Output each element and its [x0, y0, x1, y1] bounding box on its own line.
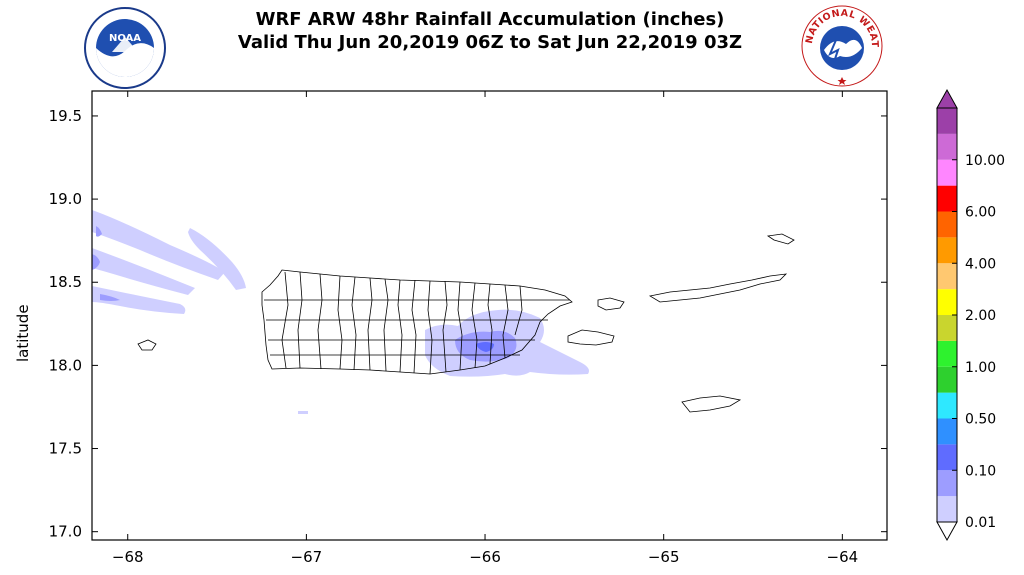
colorbar-label: 1.00	[965, 360, 996, 376]
axis-ticks: −68 −67 −66 −65 −64 17.0 17.5 18.0 18.5 19.0 19.5	[49, 91, 887, 566]
colorbar-swatch	[937, 185, 957, 212]
colorbar-swatch	[937, 289, 957, 315]
noaa-logo: NOAA	[84, 7, 166, 89]
x-tick-label: −68	[112, 548, 144, 566]
colorbar-swatch	[937, 470, 957, 497]
colorbar-label: 6.00	[965, 205, 996, 221]
rain-patch-0.01-south	[298, 411, 308, 414]
coastlines	[137, 233, 795, 413]
rain-band-0.01-north-east	[188, 228, 246, 290]
x-tick-label: −66	[469, 548, 501, 566]
x-tick-label: −65	[648, 548, 680, 566]
colorbar-swatch	[937, 263, 957, 290]
puerto-rico-municipal-boundaries	[264, 271, 570, 375]
anegada-coastline	[766, 233, 795, 245]
rain-band-0.01-southwest	[92, 286, 186, 314]
map-frame	[91, 90, 888, 541]
x-tick-label: −67	[291, 548, 323, 566]
rain-area-0.50-core	[476, 342, 494, 352]
rain-band-0.01-west	[92, 248, 195, 295]
puerto-rico-coastline	[261, 269, 573, 375]
y-tick-label: 17.0	[49, 523, 82, 541]
colorbar-label: 0.01	[965, 515, 996, 531]
virgin-islands-coastline	[648, 273, 788, 303]
svg-text:NOAA: NOAA	[109, 33, 141, 44]
colorbar-swatch	[937, 315, 957, 341]
y-tick-label: 18.5	[49, 273, 82, 291]
rain-area-0.10-w	[96, 226, 102, 237]
rain-area-0.10-sw	[100, 294, 120, 301]
y-tick-label: 17.5	[49, 440, 82, 458]
y-tick-label: 18.0	[49, 356, 82, 374]
colorbar-swatch	[937, 418, 957, 445]
title-line-1: WRF ARW 48hr Rainfall Accumulation (inch…	[255, 9, 725, 30]
title-line-2: Valid Thu Jun 20,2019 06Z to Sat Jun 22,…	[237, 32, 743, 53]
colorbar-label: 0.10	[965, 463, 996, 479]
colorbar-swatch	[937, 340, 957, 367]
colorbar-swatch	[937, 237, 957, 264]
colorbar-label: 4.00	[965, 256, 996, 272]
colorbar-label: 10.00	[965, 153, 1005, 169]
nws-logo: NATIONAL WEATHER SERVICE	[800, 4, 883, 87]
colorbar: 0.01 0.10 0.50 1.00 2.00 4.00 6.00 10.00	[936, 88, 1005, 542]
colorbar-swatch	[937, 108, 957, 134]
colorbar-swatch	[937, 444, 957, 471]
colorbar-swatch	[937, 211, 957, 238]
st-croix-coastline	[681, 395, 742, 413]
mona-island-coastline	[137, 339, 157, 351]
colorbar-swatch	[937, 133, 957, 160]
x-tick-label: −64	[827, 548, 859, 566]
vieques-coastline	[567, 329, 615, 346]
y-tick-label: 19.5	[49, 107, 82, 125]
colorbar-swatch	[937, 496, 957, 522]
colorbar-swatch	[937, 159, 957, 186]
rain-area-0.10-nw	[92, 254, 100, 270]
y-tick-label: 19.0	[49, 190, 82, 208]
rain-band-0.01-northwest	[92, 210, 225, 280]
colorbar-label: 2.00	[965, 308, 996, 324]
colorbar-top-arrow	[936, 88, 958, 109]
chart-title: WRF ARW 48hr Rainfall Accumulation (inch…	[170, 8, 810, 54]
culebra-coastline	[597, 297, 625, 311]
colorbar-swatch	[937, 366, 957, 393]
colorbar-label: 0.50	[965, 412, 996, 428]
rainfall-fills	[92, 210, 589, 414]
colorbar-bottom-arrow	[936, 521, 958, 542]
colorbar-swatch	[937, 392, 957, 419]
